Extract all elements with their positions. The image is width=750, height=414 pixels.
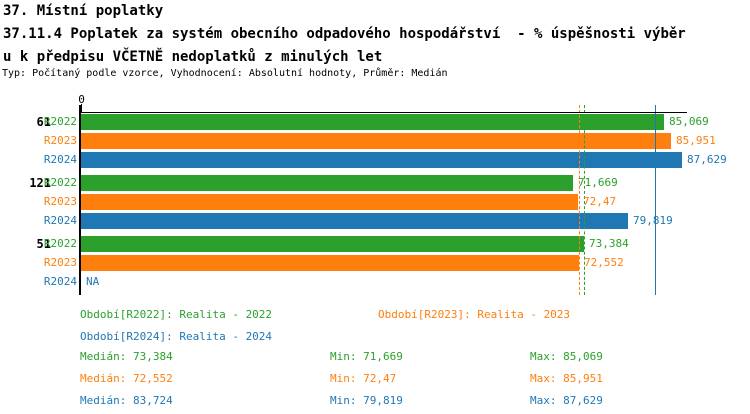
series-label: R2023 (43, 256, 77, 269)
stat-max: Max: 85,069 (530, 350, 603, 363)
series-label: R2024 (43, 275, 77, 288)
value-label: NA (86, 275, 100, 288)
bar (81, 236, 584, 252)
group-label: 51 (36, 237, 51, 251)
series-label: R2022 (43, 237, 77, 250)
stat-median: Medián: 72,552 (80, 372, 173, 385)
median-line (579, 105, 580, 295)
series-label: R2024 (43, 153, 77, 166)
stat-max: Max: 85,951 (530, 372, 603, 385)
axis-zero-tick-label: 0 (78, 93, 85, 106)
report-section-title: 37. Místní poplatky (3, 3, 164, 19)
stat-min: Min: 72,47 (330, 372, 397, 385)
legend-period: Období[R2023]: Realita - 2023 (378, 308, 571, 321)
stat-min: Min: 79,819 (330, 394, 403, 407)
group-label: 61 (36, 115, 51, 129)
value-label: 73,384 (589, 237, 629, 250)
stat-median: Medián: 83,724 (80, 394, 173, 407)
bar (81, 114, 664, 130)
median-line (655, 105, 656, 295)
series-label: R2023 (43, 195, 77, 208)
axis-top-line (81, 112, 687, 113)
bar (81, 175, 573, 191)
bar (81, 213, 628, 229)
median-line (584, 105, 585, 295)
stat-median: Medián: 73,384 (80, 350, 173, 363)
series-label: R2023 (43, 134, 77, 147)
value-label: 87,629 (687, 153, 727, 166)
chart-title-line1: 37.11.4 Poplatek za systém obecního odpa… (3, 26, 686, 42)
legend-period: Období[R2024]: Realita - 2024 (80, 330, 273, 343)
value-label: 71,669 (578, 176, 618, 189)
bar (81, 133, 671, 149)
axis-zero-tick (81, 104, 82, 113)
stat-max: Max: 87,629 (530, 394, 603, 407)
value-label: 85,951 (676, 134, 716, 147)
axis-left-line (79, 105, 81, 295)
series-label: R2022 (43, 176, 77, 189)
value-label: 72,552 (584, 256, 624, 269)
series-label: R2024 (43, 214, 77, 227)
series-label: R2022 (43, 115, 77, 128)
stat-min: Min: 71,669 (330, 350, 403, 363)
bar (81, 255, 579, 271)
chart-meta-line: Typ: Počítaný podle vzorce, Vyhodnocení:… (2, 68, 448, 79)
value-label: 79,819 (633, 214, 673, 227)
value-label: 72,47 (583, 195, 617, 208)
group-label: 121 (29, 176, 51, 190)
bar (81, 152, 682, 168)
bar (81, 194, 578, 210)
chart-title-line2: u k předpisu VČETNĚ nedoplatků z minulýc… (3, 49, 383, 65)
value-label: 85,069 (669, 115, 709, 128)
legend-period: Období[R2022]: Realita - 2022 (80, 308, 273, 321)
